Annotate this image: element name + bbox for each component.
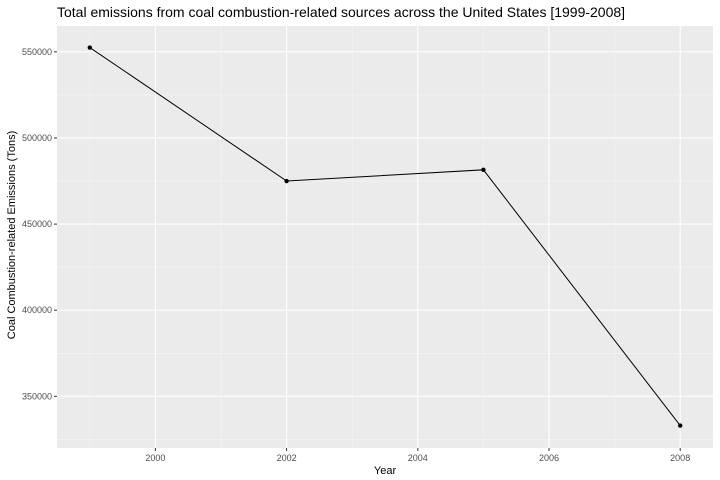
y-tick-label: 450000	[22, 219, 52, 229]
x-tick-label: 2008	[670, 453, 690, 463]
y-tick-label: 350000	[22, 391, 52, 401]
x-tick-label: 2006	[539, 453, 559, 463]
y-tick-label: 400000	[22, 305, 52, 315]
y-tick-label: 500000	[22, 133, 52, 143]
data-point	[87, 45, 93, 50]
minor-gridlines	[57, 26, 713, 448]
tick-labels: 2000 2002 2004 2006 2008 350000 400000 450000 50…	[22, 47, 690, 463]
y-axis-title: Coal Combustion-related Emissions (Tons)	[6, 131, 18, 339]
plot-panel	[57, 26, 713, 448]
x-tick-label: 2002	[277, 453, 297, 463]
data-point	[481, 167, 486, 173]
axis-ticks	[54, 51, 681, 451]
series-line	[89, 47, 681, 426]
data-point	[678, 423, 683, 428]
major-gridlines	[57, 26, 713, 448]
data-point	[284, 178, 289, 184]
series-group	[87, 45, 683, 428]
chart-title: Total emissions from coal combustion-rel…	[57, 4, 625, 20]
x-tick-label: 2000	[145, 453, 165, 463]
x-tick-label: 2004	[408, 453, 428, 463]
y-tick-label: 550000	[22, 47, 52, 57]
x-axis-title: Year	[374, 465, 397, 477]
